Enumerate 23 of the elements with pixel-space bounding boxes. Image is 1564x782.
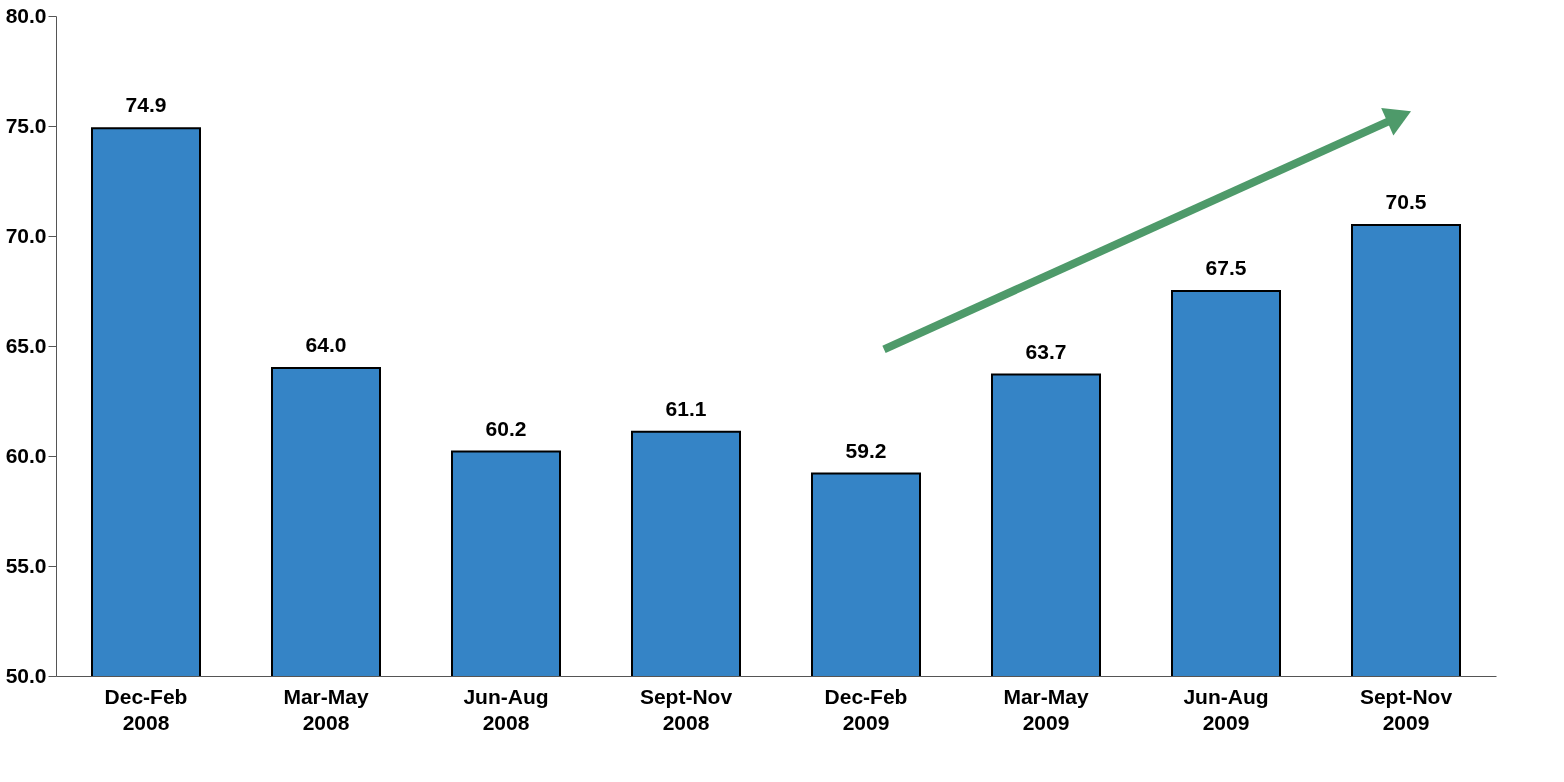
x-tick-label: Mar-May 2008	[283, 684, 369, 734]
data-label: 59.2	[845, 438, 887, 462]
y-tick-label: 55.0	[5, 553, 47, 577]
x-tick-label: Sept-Nov 2009	[1359, 684, 1453, 734]
y-tick-label: 60.0	[5, 443, 47, 467]
y-tick-label: 65.0	[5, 333, 47, 357]
x-tick-label: Jun-Aug 2009	[1183, 684, 1269, 734]
x-tick-label: Jun-Aug 2008	[463, 684, 549, 734]
data-label: 70.5	[1385, 190, 1427, 213]
data-label: 61.1	[665, 396, 707, 420]
x-tick-label: Sept-Nov 2008	[639, 684, 733, 734]
data-label: 67.5	[1205, 256, 1247, 279]
data-label: 74.9	[125, 93, 167, 117]
y-tick-label: 70.0	[5, 223, 47, 247]
x-tick-label: Mar-May 2009	[1003, 684, 1089, 734]
x-tick-label: Dec-Feb 2008	[104, 684, 188, 734]
data-label: 60.2	[485, 416, 527, 440]
data-label: 64.0	[305, 333, 347, 356]
y-tick-label: 50.0	[5, 663, 47, 687]
y-tick-label: 75.0	[5, 113, 47, 137]
x-tick-label: Dec-Feb 2009	[824, 684, 908, 734]
y-tick-label: 80.0	[5, 3, 47, 27]
data-label: 63.7	[1025, 339, 1067, 363]
